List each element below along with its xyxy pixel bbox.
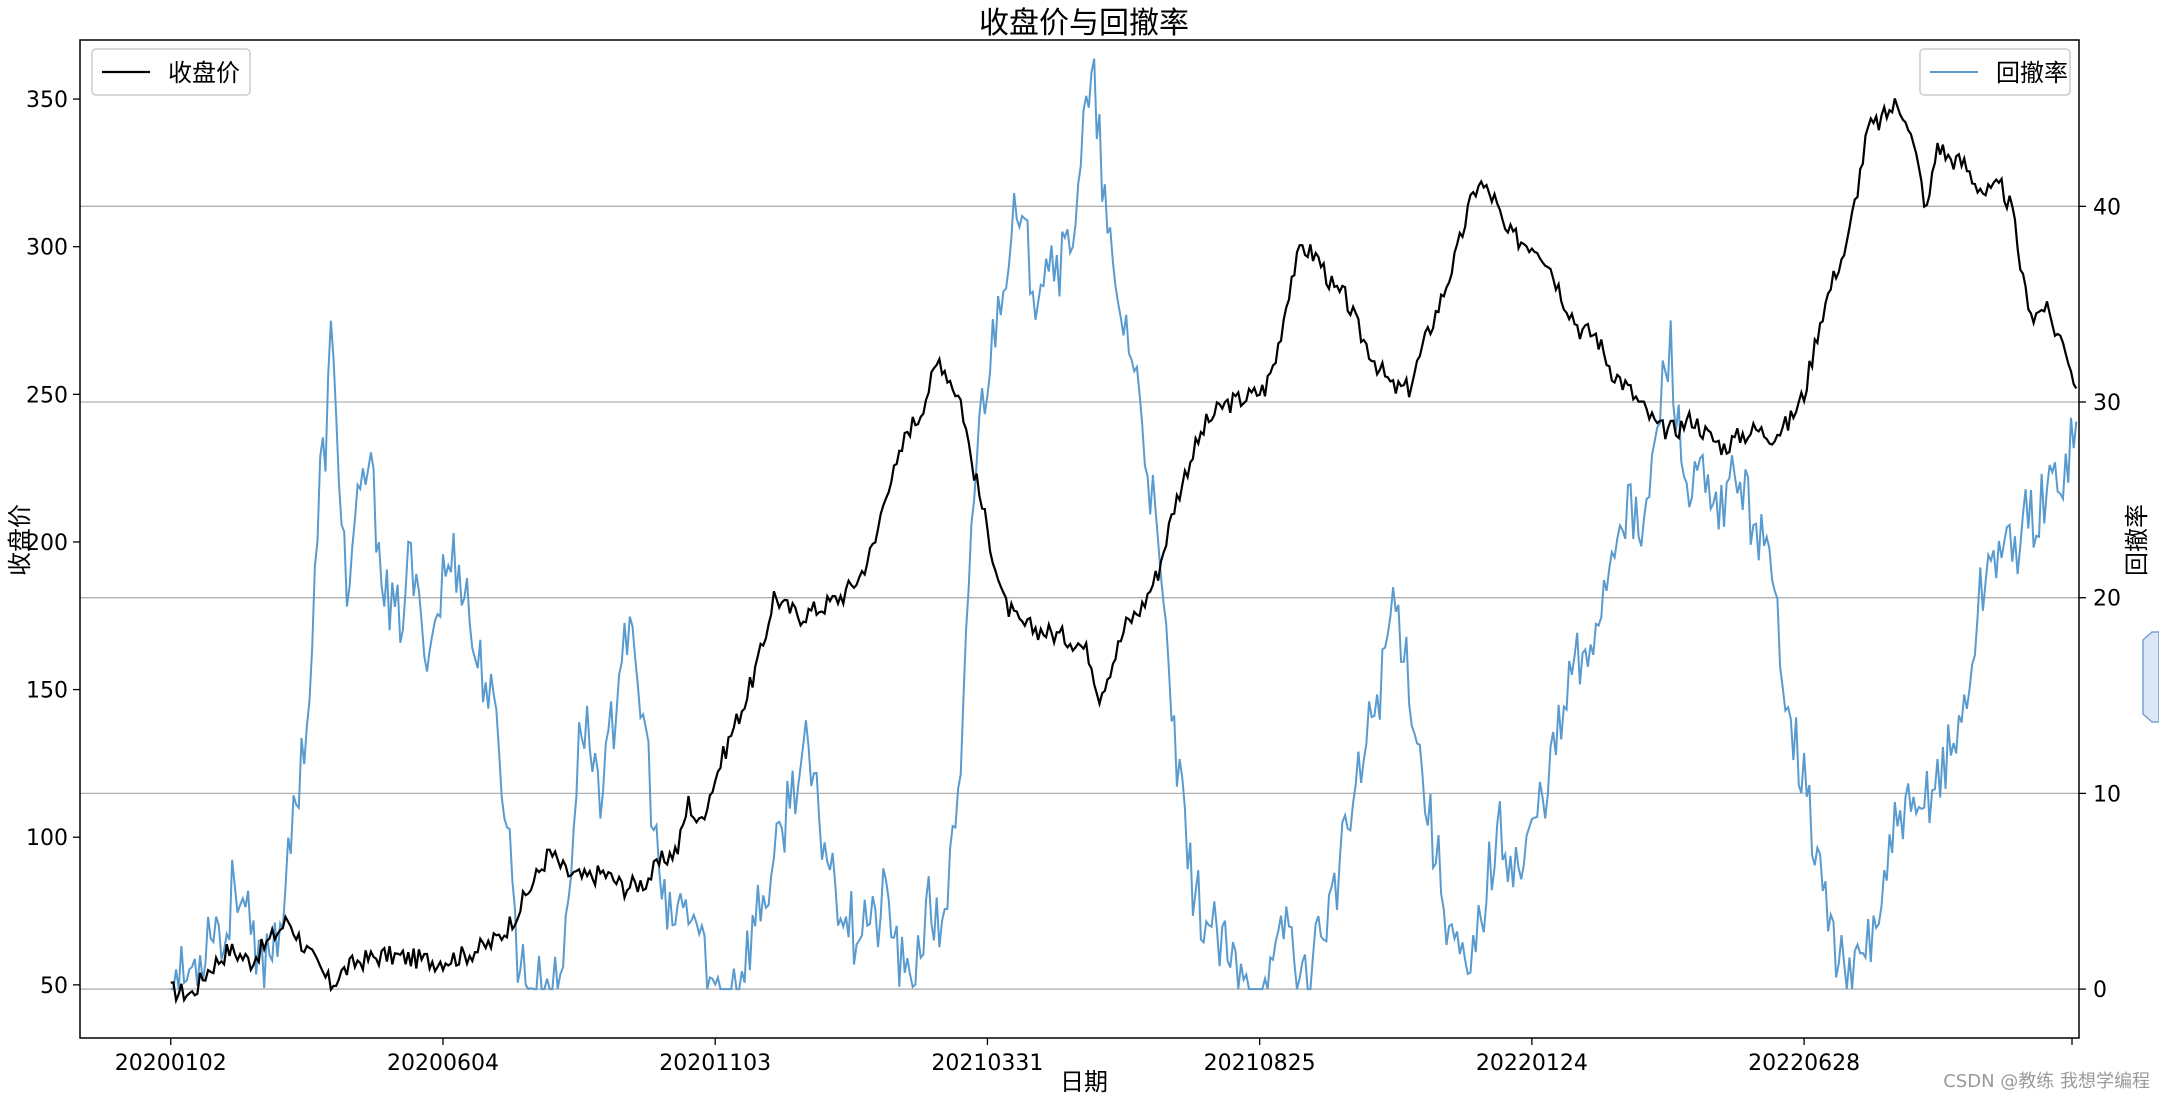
x-tick-label: 20220628 — [1748, 1051, 1860, 1076]
x-tick-label: 20210825 — [1204, 1051, 1316, 1076]
x-tick-label: 20201103 — [659, 1051, 771, 1076]
series-drawdown-line — [170, 58, 2078, 991]
scrollbar-handle[interactable] — [2142, 631, 2159, 723]
y-left-tick-label: 150 — [26, 679, 68, 704]
x-axis-ticks: 20200102 20200604 20201103 20210331 20210825… — [115, 1038, 2073, 1076]
legend-left-label: 收盘价 — [168, 59, 240, 87]
y-right-tick-label: 0 — [2093, 978, 2107, 1003]
y-right-tick-label: 40 — [2093, 195, 2121, 220]
y-left-tick-label: 200 — [26, 531, 68, 556]
y-left-tick-label: 250 — [26, 383, 68, 408]
legend-right-label: 回撤率 — [1996, 59, 2068, 87]
chart-title: 收盘价与回撤率 — [979, 6, 1189, 41]
x-axis-label: 日期 — [1060, 1068, 1108, 1096]
y-axis-right-label: 回撤率 — [2123, 504, 2151, 576]
y-axis-left-ticks: 50 100 150 200 250 300 350 — [26, 88, 80, 999]
y-axis-left-label: 收盘价 — [6, 504, 34, 576]
legend-left-frame — [91, 48, 251, 96]
y-axis-right-ticks: 0 10 20 30 40 — [2079, 195, 2121, 1003]
x-tick-label: 20210331 — [931, 1051, 1043, 1076]
y-left-tick-label: 50 — [40, 974, 68, 999]
x-tick-label: 20200102 — [115, 1051, 227, 1076]
legend-right: 回撤率 — [1919, 48, 2071, 96]
grid-lines — [80, 205, 2079, 990]
legend-left: 收盘价 — [91, 48, 251, 96]
x-tick-label: 20220124 — [1476, 1051, 1588, 1076]
legend-right-frame — [1919, 48, 2071, 96]
y-right-tick-label: 30 — [2093, 391, 2121, 416]
plot-area — [170, 58, 2078, 1005]
y-right-tick-label: 20 — [2093, 587, 2121, 612]
watermark-text: CSDN @教练 我想学编程 — [1943, 1071, 2150, 1092]
y-right-tick-label: 10 — [2093, 782, 2121, 807]
y-left-tick-label: 100 — [26, 826, 68, 851]
x-tick-label: 20200604 — [387, 1051, 499, 1076]
plot-frame — [79, 39, 2080, 1039]
y-left-tick-label: 350 — [26, 88, 68, 113]
y-left-tick-label: 300 — [26, 236, 68, 261]
series-price-line — [170, 98, 2078, 1005]
